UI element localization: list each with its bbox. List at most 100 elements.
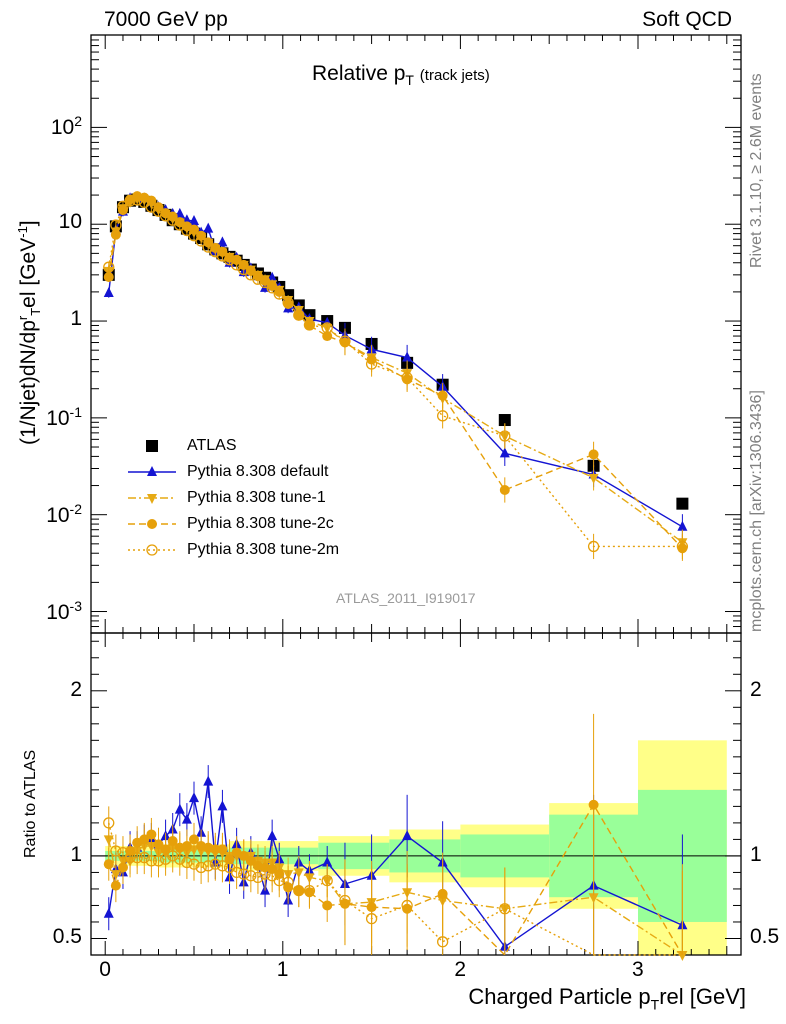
- ratio-point: [152, 855, 165, 867]
- data-point: [217, 236, 228, 247]
- legend-marker-0: [146, 440, 158, 452]
- ratio-point: [181, 856, 193, 869]
- ratio-point: [203, 775, 214, 786]
- ratio-point: [499, 903, 511, 915]
- data-point: [273, 288, 285, 300]
- ratio-point: [110, 880, 121, 891]
- data-point: [499, 484, 510, 495]
- ratio-panel-frame: [90, 632, 742, 956]
- data-point: [195, 235, 207, 247]
- ratio-point: [267, 830, 278, 841]
- ratio-point: [145, 855, 158, 867]
- ylabel-main-suffix: el [GeV: [17, 237, 40, 308]
- ratio-point: [103, 859, 114, 870]
- ratio-point: [195, 861, 207, 874]
- ratio-point: [677, 951, 688, 961]
- xlabel-suffix: rel [GeV]: [659, 984, 746, 1009]
- x-tick-label: 0: [99, 958, 111, 981]
- main-y-tick-label: 10-3: [46, 597, 82, 624]
- data-point: [588, 473, 599, 484]
- ratio-point: [103, 907, 114, 918]
- series-1: [103, 191, 688, 540]
- reference-label: ATLAS_2011_I919017: [336, 590, 476, 606]
- ratio-point: [238, 850, 249, 861]
- main-y-tick-label: 10-1: [46, 403, 82, 430]
- data-point: [103, 286, 114, 297]
- x-tick-label: 3: [631, 958, 644, 981]
- xlabel-text: Charged Particle p: [468, 984, 651, 1009]
- main-y-tick-label: 10: [58, 210, 82, 234]
- data-point: [124, 195, 136, 207]
- ratio-point: [124, 851, 136, 864]
- ratio-point: [273, 875, 285, 887]
- title-suffix: (track jets): [419, 67, 490, 84]
- data-point: [676, 497, 689, 510]
- ratio-point: [174, 853, 186, 865]
- ratio-point: [209, 858, 221, 870]
- ratio-point: [436, 936, 449, 948]
- data-point: [498, 414, 511, 427]
- ratio-point: [588, 893, 599, 904]
- data-point: [293, 309, 305, 321]
- ratio-point: [189, 834, 200, 845]
- ratio-series-3: [103, 806, 683, 956]
- ratio-point: [293, 868, 304, 879]
- ratio-point: [139, 834, 150, 845]
- data-point: [588, 449, 599, 460]
- ratio-point: [588, 799, 599, 810]
- ratio-point: [189, 792, 200, 803]
- ratio-y-tick-label-right: 0.5: [750, 925, 780, 949]
- title-subscript: T: [405, 72, 414, 89]
- ratio-point: [322, 900, 333, 911]
- legend-label-tune2c: Pythia 8.308 tune-2c: [187, 515, 334, 532]
- data-point: [188, 230, 200, 242]
- data-point: [103, 261, 115, 273]
- data-point: [110, 219, 122, 231]
- data-point: [401, 372, 413, 384]
- ratio-point: [138, 851, 150, 864]
- ylabel-main-text: (1/Njet)dN/dp: [17, 320, 40, 445]
- ylabel-main-end: ]: [17, 220, 40, 227]
- ratio-point: [402, 830, 413, 841]
- legend-label-tune1: Pythia 8.308 tune-1: [187, 489, 326, 506]
- main-series-group: [102, 191, 689, 561]
- data-point: [437, 390, 448, 401]
- ylabel-main-sub: T: [28, 307, 44, 316]
- data-point: [365, 358, 378, 370]
- ratio-point: [217, 800, 228, 811]
- ratio-line-3: [108, 822, 683, 956]
- ratio-y-tick-label: 0.5: [52, 925, 82, 949]
- data-point: [259, 276, 271, 289]
- ratio-point: [293, 884, 305, 897]
- ratio-point: [339, 894, 351, 907]
- data-point: [216, 250, 229, 262]
- header-energy: 7000 GeV pp: [104, 8, 228, 31]
- legend-marker-4: [146, 544, 158, 556]
- data-point: [238, 263, 250, 276]
- ratio-y-axis-label: Ratio to ATLAS: [22, 749, 39, 858]
- mcplots-info-label: mcplots.cern.ch [arXiv:1306.3436]: [748, 390, 765, 632]
- data-point: [282, 296, 294, 309]
- ratio-point: [259, 868, 271, 880]
- legend-marker-1: [147, 466, 157, 476]
- data-point: [321, 322, 333, 334]
- data-point: [322, 331, 333, 342]
- main-y-tick-label: 102: [50, 113, 82, 140]
- data-point: [339, 335, 351, 347]
- ratio-point: [245, 870, 257, 882]
- x-tick-label: 2: [454, 958, 467, 981]
- data-point: [174, 219, 186, 231]
- legend-label-atlas: ATLAS: [187, 437, 237, 454]
- ratio-point: [238, 868, 250, 880]
- data-point: [110, 229, 121, 240]
- data-point: [436, 410, 449, 422]
- ratio-point: [188, 858, 200, 870]
- rivet-info-label: Rivet 3.1.10, ≥ 2.6M events: [748, 73, 765, 268]
- ylabel-main-exp: -1: [15, 226, 30, 238]
- ratio-point: [103, 817, 115, 829]
- data-point: [677, 520, 688, 531]
- ratio-series-group: [103, 713, 688, 961]
- ylabel-main-sup: r: [15, 315, 30, 321]
- ratio-y-tick-label-right: 2: [750, 677, 762, 701]
- legend-markers: [128, 440, 176, 556]
